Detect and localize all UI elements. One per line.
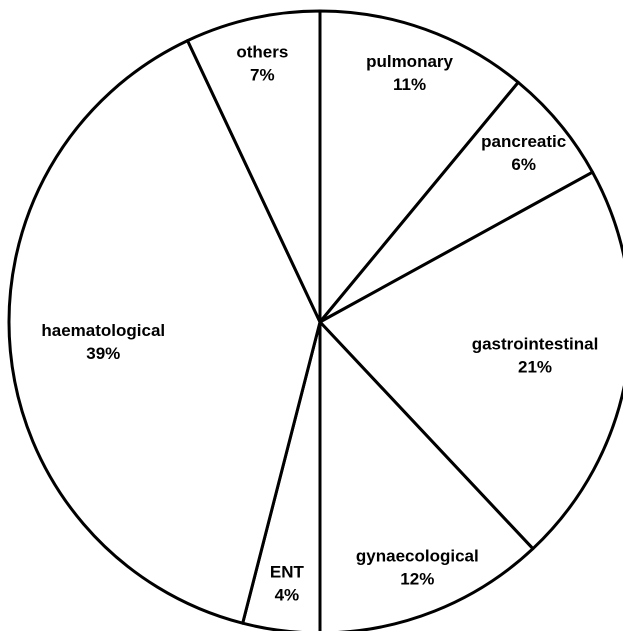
value-label: 6% — [511, 155, 536, 174]
slice-label: gastrointestinal — [472, 335, 599, 354]
value-label: 7% — [250, 66, 275, 85]
slice-label: pulmonary — [366, 52, 453, 71]
slice-label: others — [236, 43, 288, 62]
pie-slice — [7, 39, 322, 625]
value-label: 4% — [275, 586, 300, 605]
value-label: 39% — [86, 344, 120, 363]
slice-label: gynaecological — [356, 546, 479, 565]
pie-slice — [318, 320, 535, 631]
value-label: 12% — [400, 569, 434, 588]
slice-label: ENT — [270, 563, 305, 582]
value-label: 21% — [518, 358, 552, 377]
pie-slice — [318, 170, 623, 551]
pie-slice — [318, 9, 520, 324]
slice-label: pancreatic — [481, 132, 566, 151]
slice-label: haematological — [41, 321, 165, 340]
pie-slice — [186, 9, 322, 324]
value-label: 11% — [393, 75, 426, 94]
